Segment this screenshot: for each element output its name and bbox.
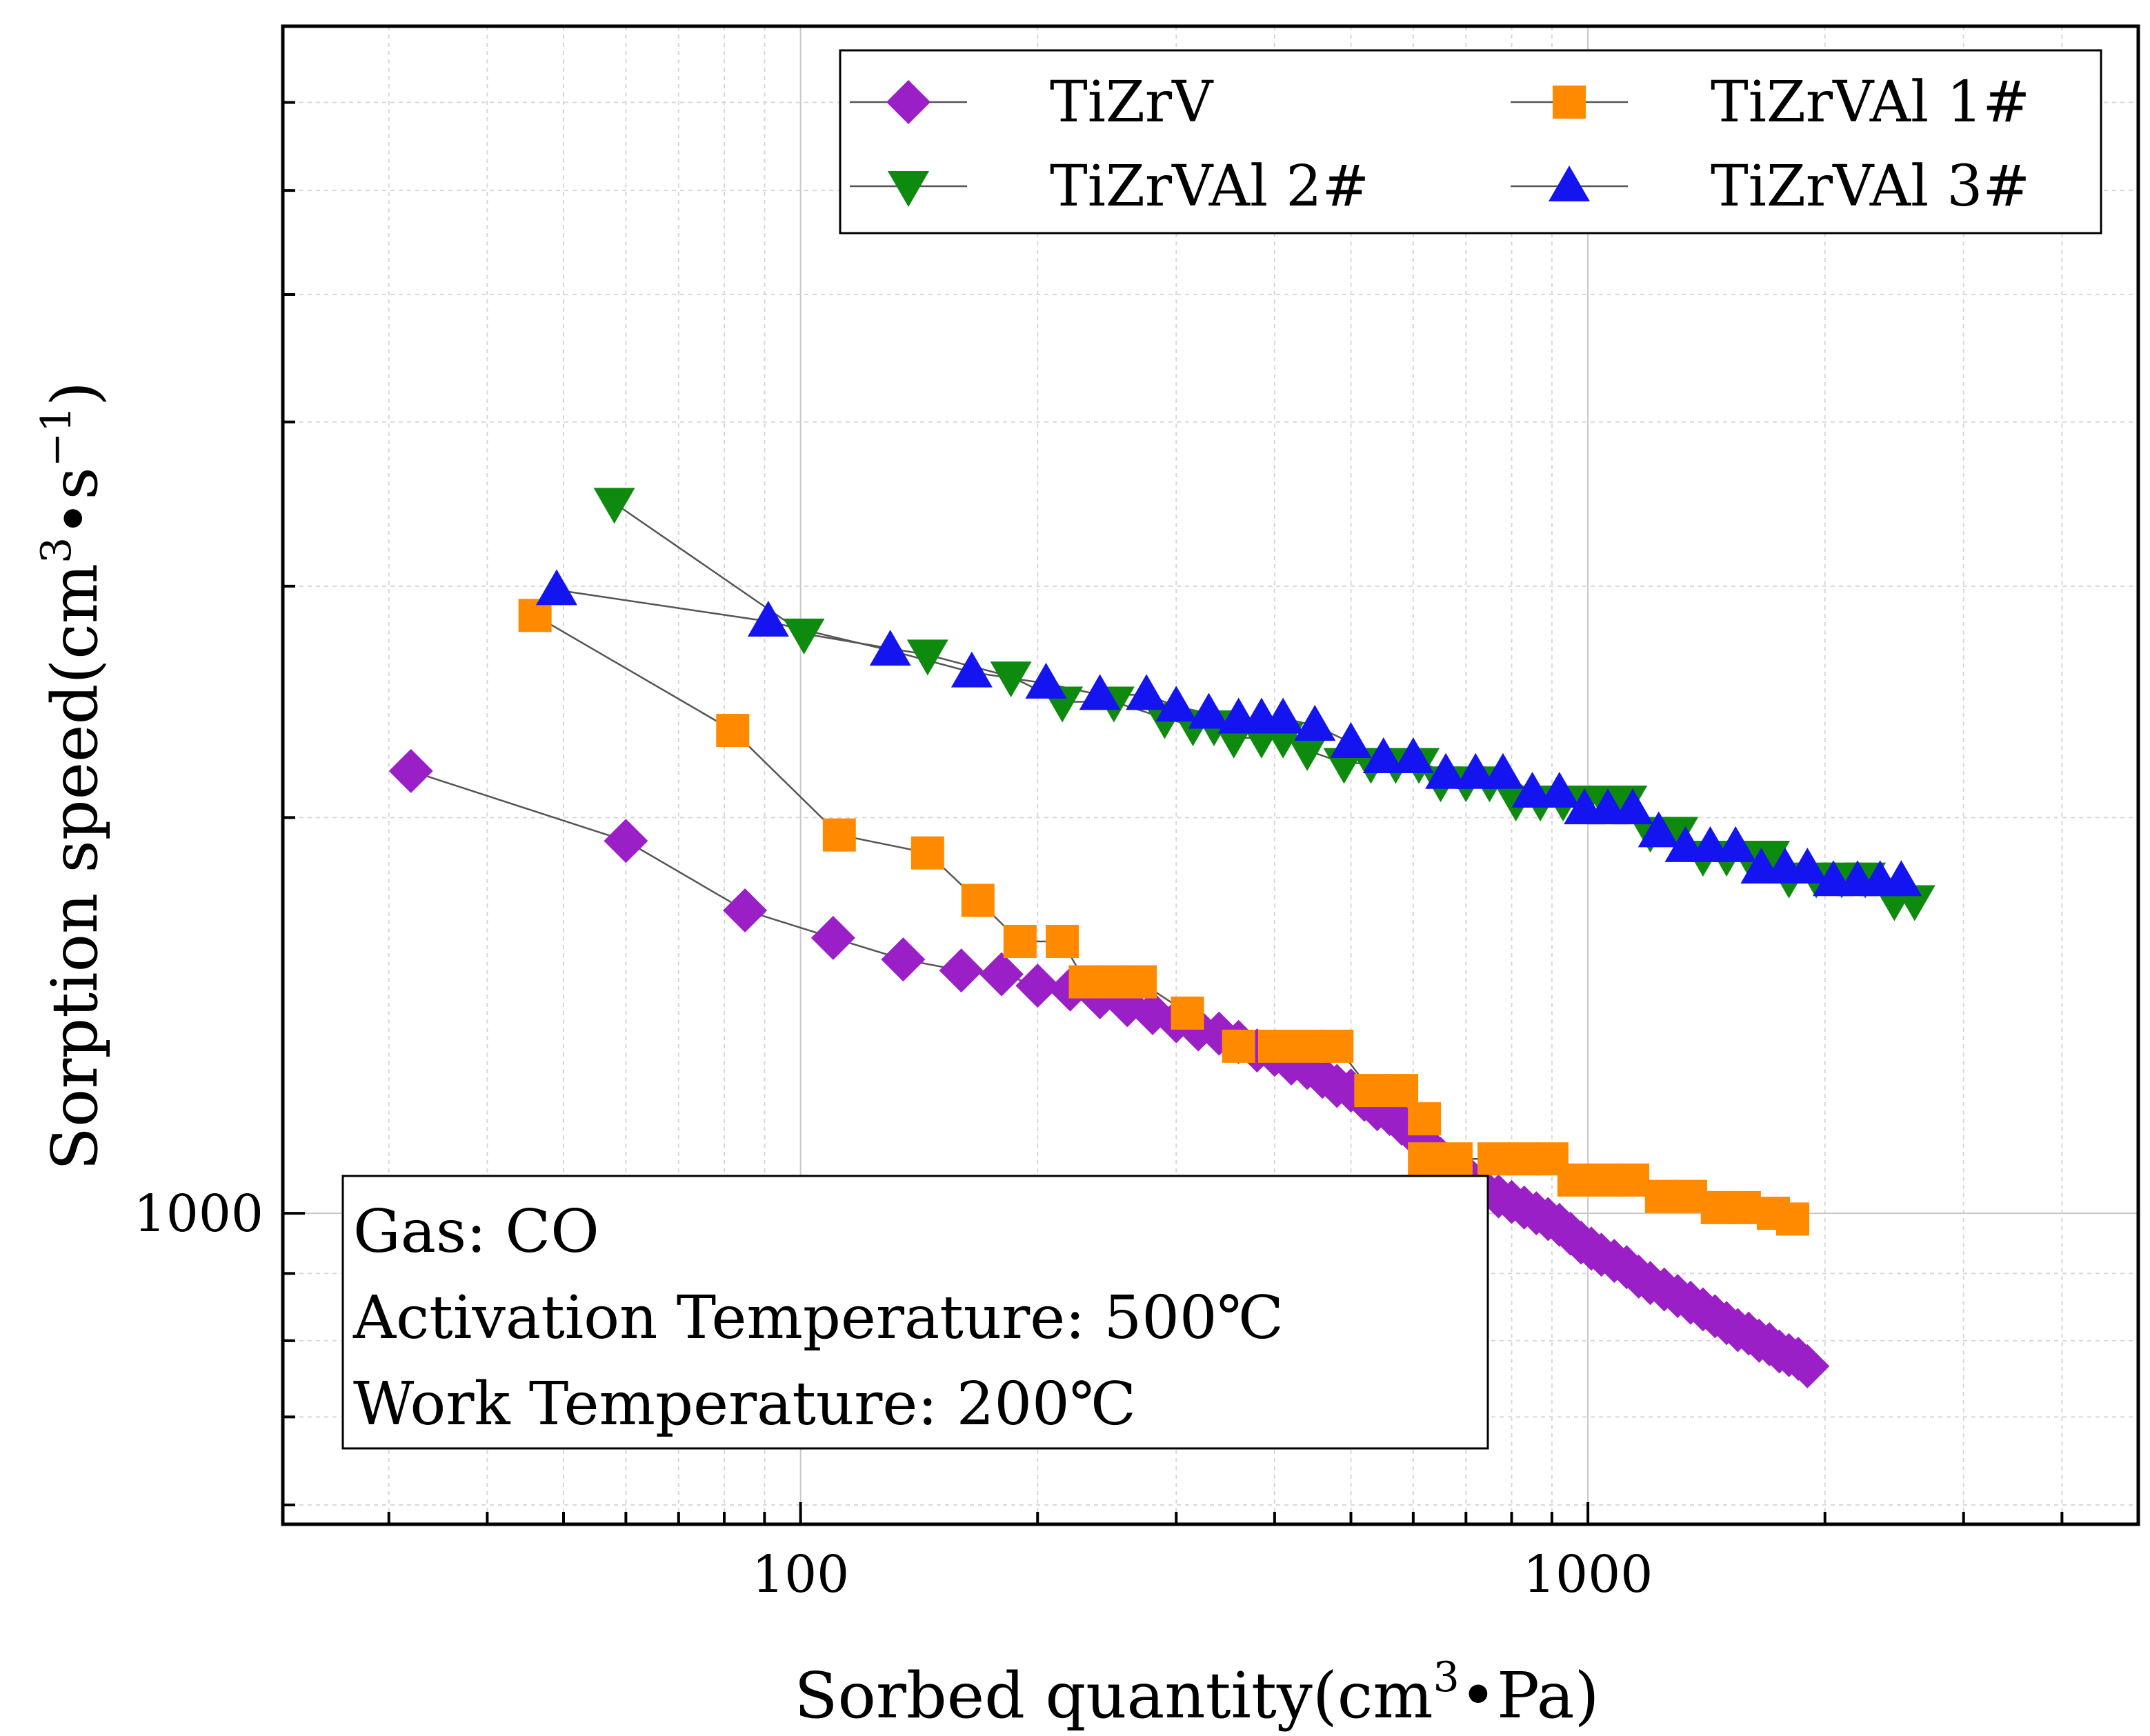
data-point-tizrval-3 — [1538, 771, 1580, 808]
data-point-tizrval-3 — [1425, 752, 1467, 789]
x-tick-label: 1000 — [1523, 1545, 1653, 1604]
data-point-tizrval-1 — [1257, 1029, 1291, 1063]
data-point-tizrval-3 — [1025, 662, 1067, 699]
data-point-tizrv — [939, 948, 984, 993]
data-point-tizrval-1 — [1046, 924, 1079, 958]
annotation-gas: Gas: CO — [353, 1197, 599, 1266]
data-point-tizrv — [1015, 964, 1060, 1008]
data-point-tizrv — [723, 888, 768, 932]
legend-marker-tizrval-3 — [1549, 166, 1590, 201]
data-point-tizrval-1 — [910, 836, 944, 870]
data-point-tizrval-3 — [1330, 721, 1372, 758]
data-point-tizrval-1 — [1616, 1163, 1650, 1197]
data-point-tizrval-1 — [1439, 1142, 1473, 1176]
annotation-box: Gas: CO Activation Temperature: 500℃ Wor… — [341, 1175, 1489, 1450]
data-point-tizrval-2 — [990, 661, 1032, 698]
x-tick-label: 100 — [752, 1545, 849, 1604]
data-point-tizrval-1 — [1291, 1029, 1324, 1063]
data-point-tizrv — [881, 937, 926, 982]
data-point-tizrval-3 — [1715, 826, 1757, 862]
data-point-tizrval-1 — [716, 714, 750, 748]
data-point-tizrval-2 — [906, 639, 948, 676]
data-point-tizrval-3 — [1294, 704, 1336, 741]
data-point-tizrval-3 — [950, 651, 993, 688]
y-axis-title: Sorption speed(cm3•s−1) — [32, 381, 112, 1170]
data-point-tizrval-2 — [1657, 817, 1699, 853]
data-point-tizrval-1 — [1385, 1074, 1419, 1108]
tick-labels: 100 1000 1000 — [134, 1184, 1653, 1604]
data-point-tizrval-1 — [1354, 1074, 1388, 1108]
data-point-tizrval-3 — [1362, 737, 1404, 774]
data-point-tizrval-2 — [593, 488, 635, 524]
data-point-tizrval-1 — [1557, 1163, 1591, 1197]
series-tizrval-1 — [518, 599, 1809, 1236]
legend-label-tizrval-2: TiZrVAl 2# — [1050, 154, 1369, 219]
data-point-tizrval-3 — [869, 630, 911, 666]
data-point-tizrval-1 — [1644, 1179, 1678, 1213]
data-point-tizrv — [388, 748, 433, 793]
annotation-work-temp: Work Temperature: 200℃ — [353, 1370, 1136, 1439]
data-point-tizrval-3 — [1455, 752, 1497, 789]
data-point-tizrval-1 — [1477, 1142, 1511, 1176]
data-point-tizrval-3 — [1880, 860, 1922, 897]
annotation-activation-temp: Activation Temperature: 500℃ — [352, 1284, 1284, 1353]
data-point-tizrval-1 — [1124, 965, 1157, 999]
data-point-tizrv — [810, 915, 855, 960]
legend-label-tizrv: TiZrV — [1050, 70, 1214, 135]
data-point-tizrval-1 — [1171, 996, 1204, 1030]
legend-marker-tizrval-1 — [1553, 86, 1586, 119]
data-point-tizrv — [979, 952, 1024, 997]
data-point-tizrval-3 — [535, 569, 577, 606]
legend-label-tizrval-3: TiZrVAl 3# — [1711, 154, 2030, 219]
data-point-tizrval-1 — [1727, 1190, 1761, 1224]
data-point-tizrval-3 — [1079, 674, 1121, 710]
data-point-tizrval-1 — [1003, 924, 1037, 958]
legend-marker-tizrval-2 — [888, 171, 929, 207]
data-point-tizrval-1 — [1222, 1029, 1255, 1063]
series-tizrval-3 — [535, 569, 1922, 897]
data-point-tizrval-2 — [1749, 841, 1791, 877]
legend-label-tizrval-1: TiZrVAl 1# — [1711, 70, 2030, 135]
data-point-tizrval-1 — [1588, 1163, 1622, 1197]
data-point-tizrval-2 — [1286, 735, 1328, 771]
x-axis-title: Sorbed quantity(cm3•Pa) — [794, 1653, 1599, 1733]
data-point-tizrval-1 — [961, 884, 995, 917]
data-point-tizrval-3 — [1392, 737, 1434, 774]
data-point-tizrval-3 — [1155, 686, 1197, 722]
data-point-tizrval-3 — [1511, 771, 1553, 808]
series-markers — [388, 488, 1935, 1388]
data-point-tizrval-1 — [1068, 965, 1102, 999]
data-point-tizrval-3 — [1638, 811, 1680, 848]
axis-ticks — [283, 25, 2140, 1524]
data-point-tizrval-3 — [1482, 752, 1524, 789]
legend-marker-tizrv — [886, 80, 930, 124]
data-point-tizrval-1 — [1408, 1102, 1442, 1136]
data-point-tizrval-1 — [1507, 1142, 1541, 1176]
data-point-tizrv — [1785, 1344, 1830, 1388]
data-point-tizrval-1 — [1408, 1142, 1442, 1176]
legend: TiZrV TiZrVAl 1# TiZrVAl 2# TiZrVAl 3# — [839, 49, 2102, 235]
data-point-tizrval-3 — [747, 601, 789, 637]
data-point-tizrval-1 — [822, 818, 856, 852]
data-point-tizrval-3 — [1786, 847, 1829, 884]
data-point-tizrval-3 — [1126, 674, 1168, 710]
data-point-tizrval-3 — [1612, 788, 1654, 825]
data-point-tizrv — [604, 819, 648, 864]
data-point-tizrval-1 — [1775, 1202, 1809, 1236]
y-tick-label: 1000 — [134, 1184, 263, 1244]
data-point-tizrval-3 — [1188, 692, 1230, 729]
data-point-tizrval-3 — [1262, 697, 1304, 734]
data-point-tizrval-1 — [1320, 1029, 1354, 1063]
plot-frame — [281, 24, 2140, 1526]
data-point-tizrval-2 — [783, 618, 825, 655]
